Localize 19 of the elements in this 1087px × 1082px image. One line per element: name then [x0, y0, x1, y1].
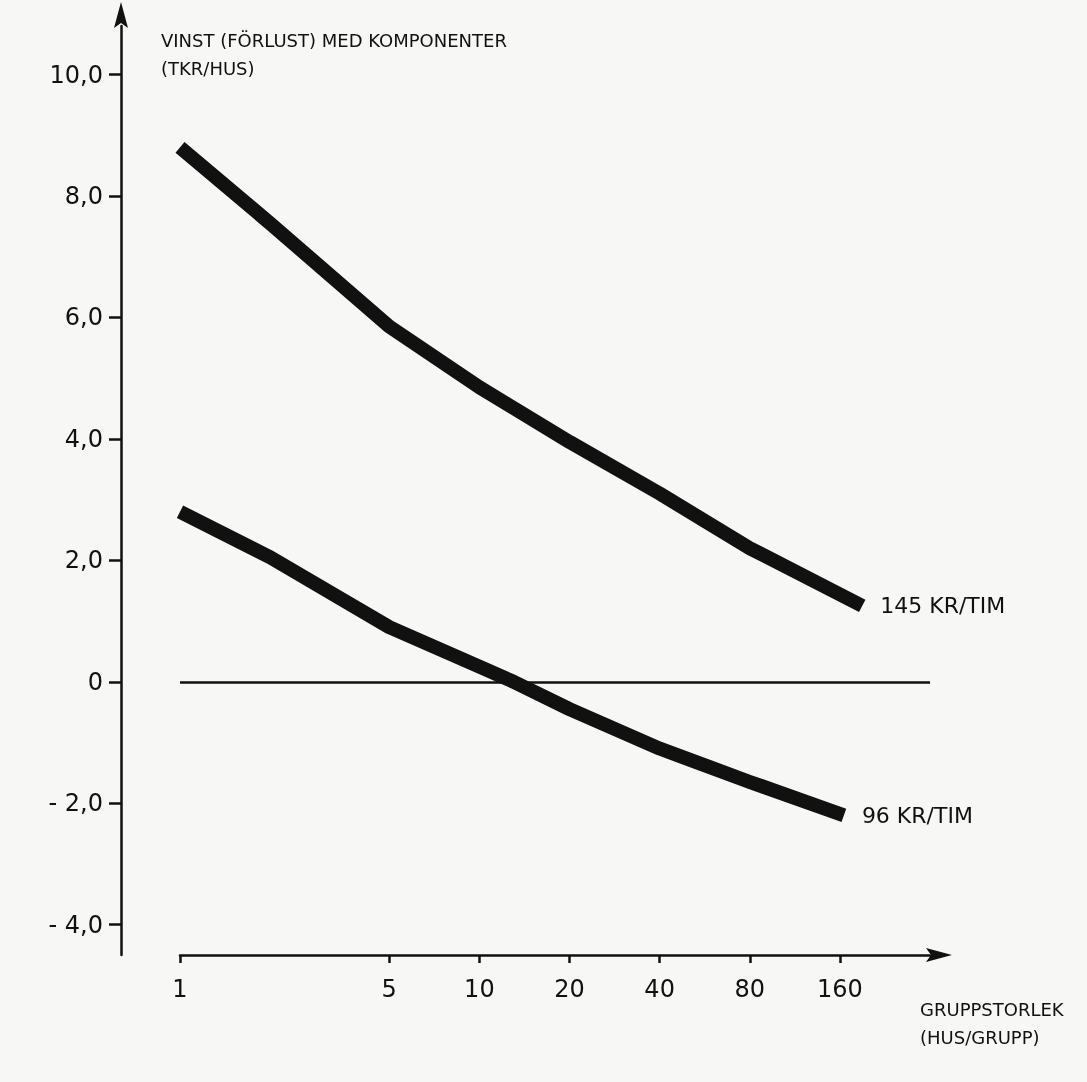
- x-tick-label: 160: [816, 975, 863, 1003]
- y-tick-label: 0: [87, 667, 103, 696]
- y-tick-label: 10,0: [49, 60, 103, 89]
- x-axis-title: GRUPPSTORLEK (HUS/GRUPP): [920, 998, 1065, 1048]
- series-label: 96 KR/TIM: [861, 802, 973, 828]
- y-tick-label: 4,0: [64, 424, 103, 453]
- y-tick-label: 6,0: [64, 303, 103, 332]
- x-tick-label: 40: [644, 975, 675, 1003]
- x-tick-label: 5: [381, 975, 397, 1003]
- x-tick-label: 80: [734, 975, 766, 1003]
- y-tick-label: - 2,0: [48, 789, 103, 818]
- x-tick-label: 10: [464, 975, 495, 1003]
- y-tick-label: 2,0: [64, 546, 103, 575]
- y-tick-label: 8,0: [64, 182, 103, 211]
- x-tick-label: 1: [172, 975, 188, 1003]
- x-tick-label: 20: [554, 975, 585, 1003]
- y-axis-title: VINST (FÖRLUST) MED KOMPONENTER (TKR/HUS): [161, 29, 507, 79]
- series-label: 145 KR/TIM: [880, 593, 1006, 619]
- y-tick-label: - 4,0: [48, 910, 103, 939]
